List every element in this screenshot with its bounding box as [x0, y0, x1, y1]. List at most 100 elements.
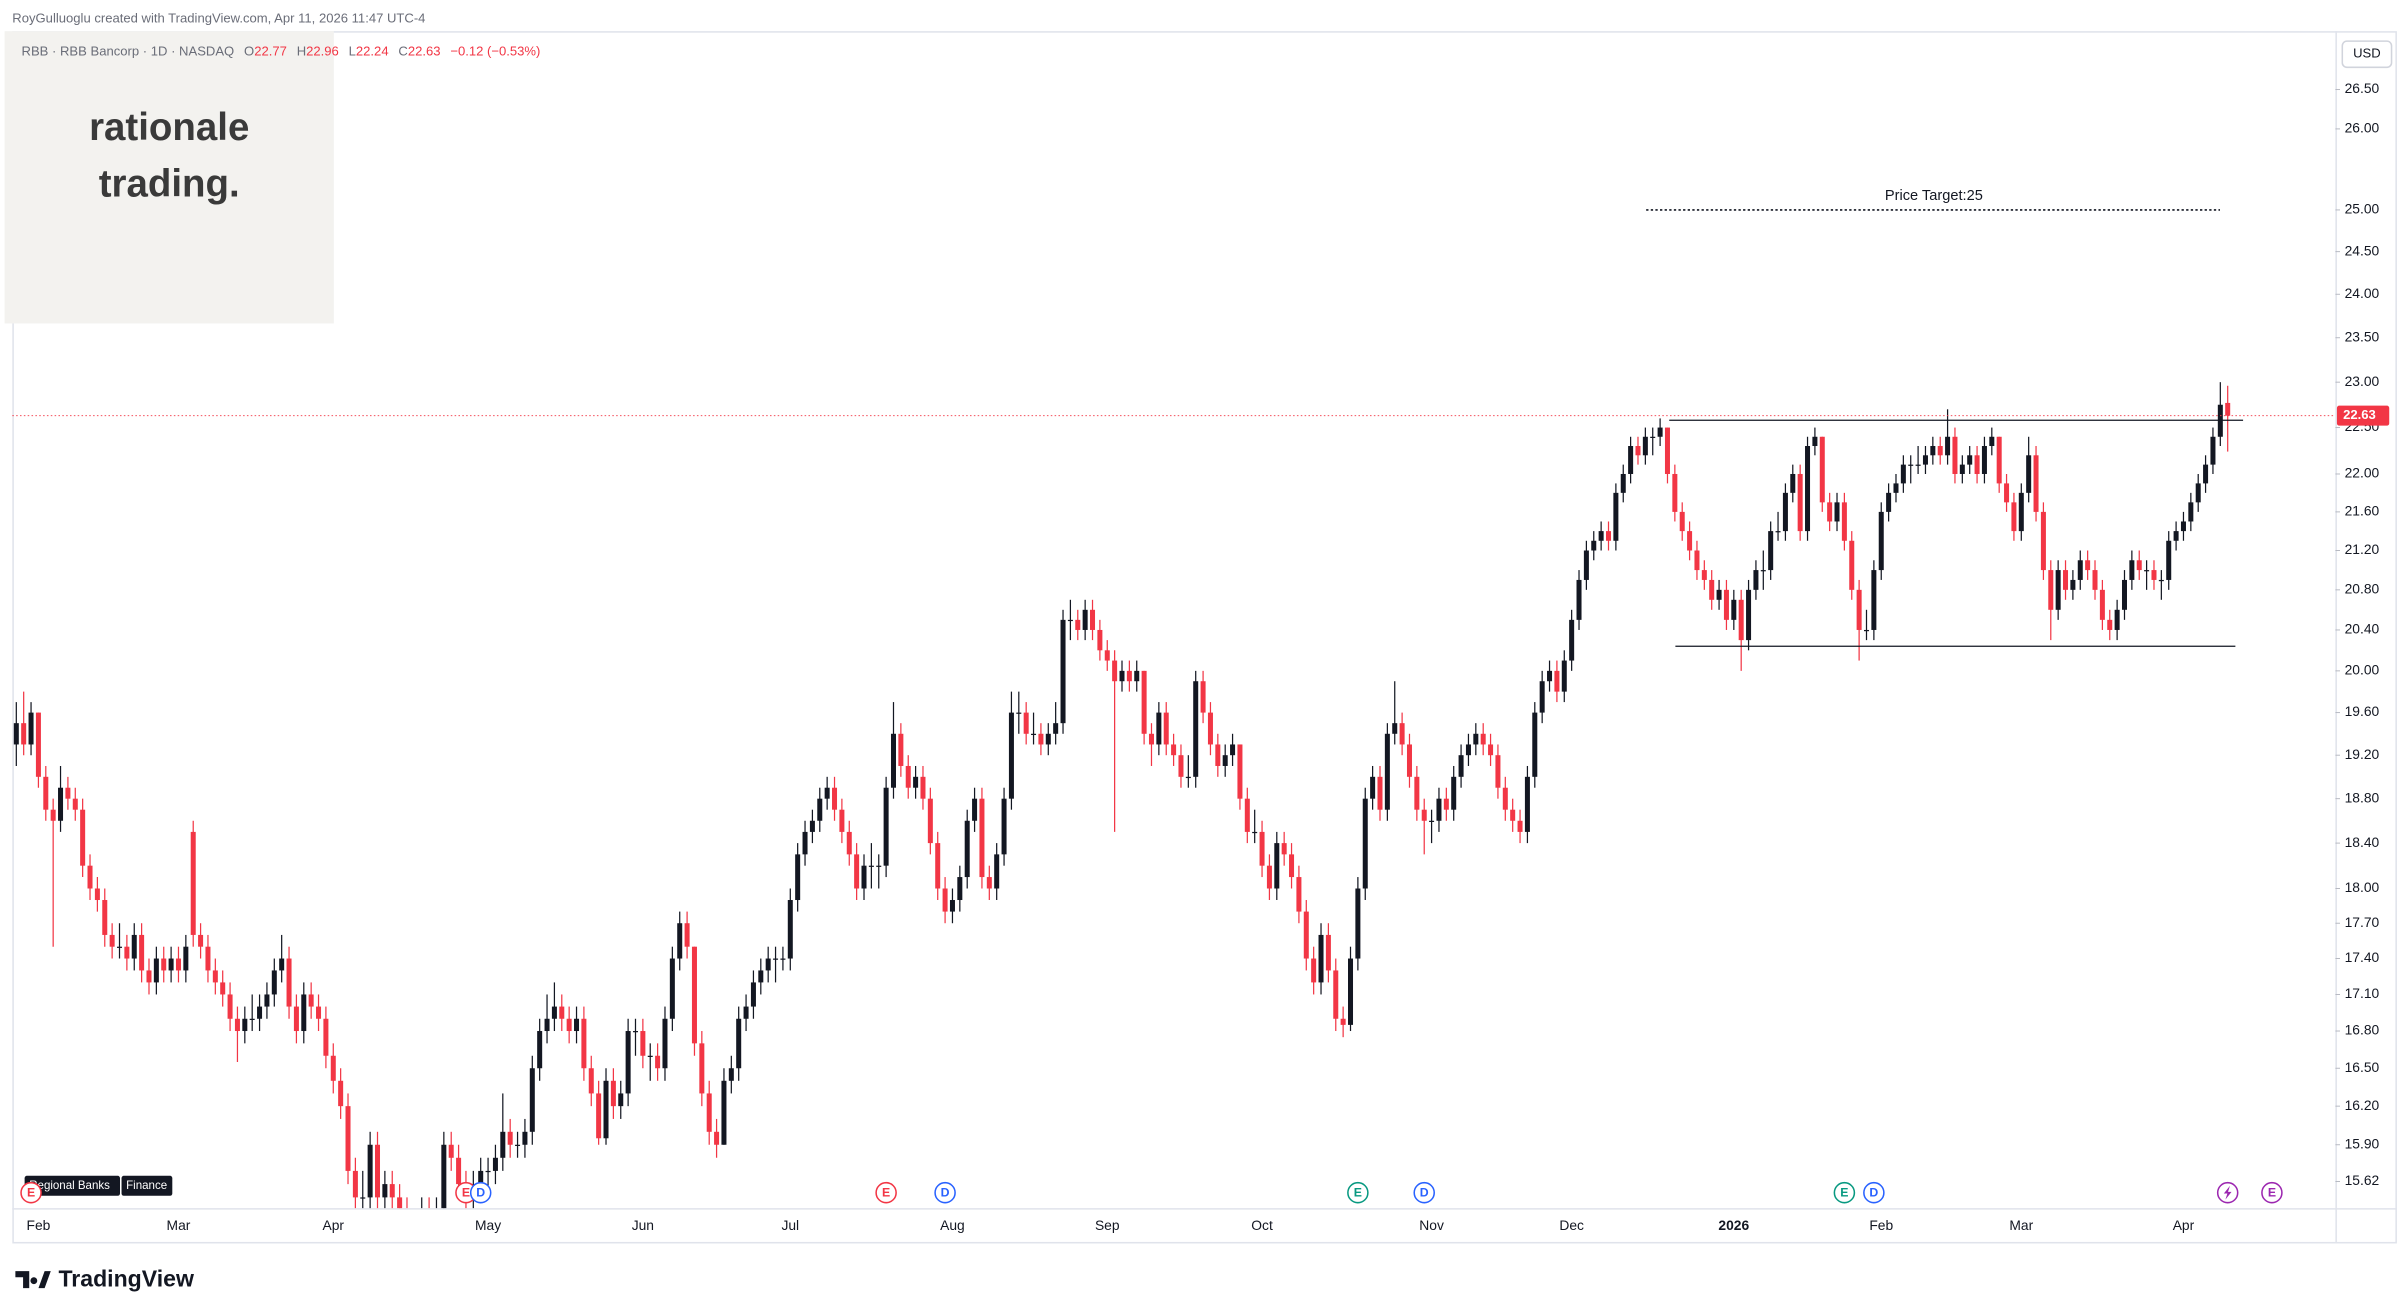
candle-body	[1583, 550, 1589, 580]
candle-body	[397, 1197, 403, 1209]
candle-body	[1900, 464, 1906, 484]
x-tick-label: 2026	[1718, 1217, 1749, 1233]
candle-body	[2107, 619, 2113, 630]
brand-logo	[15, 1271, 51, 1289]
candle-body	[1148, 733, 1154, 745]
candle-body	[1775, 531, 1781, 533]
candle-body	[293, 1006, 299, 1032]
y-tick-label: 20.80	[2345, 581, 2380, 597]
candle-body	[35, 712, 41, 777]
candle-body	[456, 1157, 462, 1185]
candle-body	[1399, 723, 1405, 745]
candle-body	[610, 1080, 616, 1107]
symbol: RBB · RBB Bancorp · 1D · NASDAQ	[22, 44, 235, 59]
candle-body	[868, 865, 874, 867]
x-tick-label: Feb	[1869, 1217, 1893, 1233]
candle-body	[1421, 809, 1427, 821]
candle-body	[787, 900, 793, 959]
candle-body	[1230, 744, 1236, 756]
y-tick-label: 26.50	[2345, 80, 2380, 96]
candle-body	[13, 723, 19, 745]
candle-body	[935, 843, 941, 889]
candle-body	[382, 1184, 388, 1198]
candle-body	[1222, 755, 1228, 766]
candle-body	[1451, 776, 1457, 810]
candle-body	[957, 877, 963, 901]
candle-body	[1244, 798, 1250, 832]
candle-body	[1510, 809, 1516, 821]
candle-body	[706, 1093, 712, 1132]
candle-body	[1060, 619, 1066, 724]
candle-body	[1952, 436, 1958, 474]
candle-body	[242, 1018, 248, 1032]
candle-body	[301, 994, 307, 1032]
candle-body	[1200, 681, 1206, 713]
y-tick-label: 25.00	[2345, 201, 2380, 217]
candle-body	[1716, 589, 1722, 600]
candle-body	[94, 888, 100, 901]
candle-body	[1392, 723, 1398, 734]
candle-body	[714, 1131, 720, 1145]
overlay: 26.5026.0025.0024.5024.0023.5023.0022.50…	[12, 80, 2390, 1233]
candle-body	[389, 1184, 395, 1198]
candle-body	[1620, 473, 1626, 493]
legend-value: 22.96	[306, 44, 339, 59]
legend-key: C	[398, 44, 407, 59]
candle-body	[846, 831, 852, 855]
candle-body	[1465, 744, 1471, 756]
candle-body	[1252, 831, 1258, 834]
candle-body	[898, 733, 904, 766]
candle-body	[1193, 681, 1199, 777]
legend-key: H	[297, 44, 306, 59]
candle-body	[1207, 712, 1213, 745]
candle-body	[1849, 540, 1855, 590]
x-tick-label: Sep	[1095, 1217, 1120, 1233]
x-tick-label: Aug	[940, 1217, 965, 1233]
candle-body	[1753, 570, 1759, 590]
candle-body	[323, 1018, 329, 1056]
candle-body	[1134, 670, 1140, 682]
currency-label[interactable]: USD	[2353, 46, 2381, 61]
y-tick-label: 22.00	[2345, 465, 2380, 481]
candle-body	[1171, 744, 1177, 756]
event-badge	[469, 1181, 492, 1204]
x-tick-label: Apr	[323, 1217, 345, 1233]
candle-body	[2151, 570, 2157, 580]
candle-body	[773, 958, 779, 960]
candle-body	[1746, 589, 1752, 641]
event-label: E	[462, 1186, 470, 1200]
event-label: D	[941, 1186, 950, 1200]
candle-body	[1178, 755, 1184, 777]
candle-body	[529, 1068, 535, 1132]
currency-box[interactable]	[2341, 40, 2393, 69]
candle-body	[1856, 589, 1862, 630]
candle-body	[1325, 934, 1331, 971]
candle-body	[743, 1006, 749, 1019]
candle-body	[1045, 733, 1051, 745]
candle-body	[1311, 958, 1317, 983]
candle-body	[515, 1144, 521, 1146]
candle-body	[264, 994, 270, 1007]
candle-body	[478, 1170, 484, 1185]
y-tick-label: 21.20	[2345, 541, 2380, 557]
currency-button[interactable]: USD	[2341, 40, 2393, 69]
candle-body	[183, 946, 189, 971]
candle-body	[1126, 670, 1132, 682]
candle-body	[2203, 464, 2209, 484]
x-tick-label: Jun	[632, 1217, 654, 1233]
candle-body	[1112, 660, 1118, 682]
candle-body	[2004, 483, 2010, 503]
candle-body	[102, 900, 108, 935]
candle-body	[492, 1157, 498, 1171]
event-badge	[2261, 1181, 2283, 1204]
event-label: E	[27, 1186, 35, 1200]
candle-body	[1701, 570, 1707, 580]
candle-body	[765, 958, 771, 971]
y-tick-label: 18.80	[2345, 789, 2380, 805]
event-label: E	[1354, 1186, 1362, 1200]
y-tick-label: 23.50	[2345, 328, 2380, 344]
candle-body	[861, 865, 867, 889]
last-price-box	[2336, 405, 2390, 426]
y-tick-label: 16.20	[2345, 1097, 2380, 1113]
candle-body	[2129, 560, 2135, 580]
